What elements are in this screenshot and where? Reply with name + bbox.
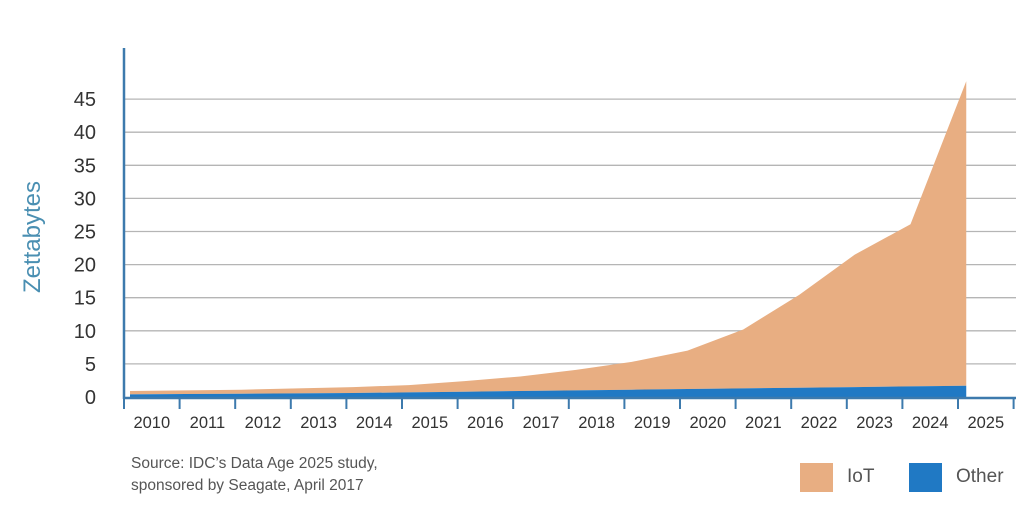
x-tick-2025: 2025 [967, 414, 1004, 432]
area-other [130, 385, 967, 397]
y-tick-15: 15 [74, 288, 96, 310]
x-tick-2011: 2011 [190, 414, 225, 432]
x-tick-2016: 2016 [467, 414, 504, 432]
legend-swatch-iot [800, 462, 833, 492]
source-line-1: Source: IDC’s Data Age 2025 study, [131, 455, 378, 472]
area-iot [130, 81, 967, 395]
y-tick-10: 10 [74, 321, 96, 343]
x-tick-2015: 2015 [411, 414, 448, 432]
x-tick-2021: 2021 [745, 414, 782, 432]
x-tick-2017: 2017 [523, 414, 560, 432]
x-tick-2023: 2023 [856, 414, 893, 432]
y-tick-40: 40 [74, 122, 96, 144]
x-tick-2018: 2018 [578, 414, 615, 432]
y-tick-labels: 0 5 10 15 20 25 30 35 40 45 [74, 89, 96, 409]
source-note: Source: IDC’s Data Age 2025 study, spons… [131, 453, 378, 497]
x-tick-2010: 2010 [133, 414, 170, 432]
x-tick-2012: 2012 [245, 414, 282, 432]
y-tick-30: 30 [74, 188, 96, 210]
y-tick-20: 20 [74, 255, 96, 277]
legend-item-iot: IoT [800, 462, 874, 492]
x-tick-labels: 2010 2011 2012 2013 2014 2015 2016 2017 2018 2019… [123, 397, 1015, 432]
source-line-2: sponsored by Seagate, April 2017 [131, 477, 364, 494]
axes [122, 48, 1016, 400]
x-tick-2013: 2013 [300, 414, 337, 432]
x-tick-2024: 2024 [912, 414, 949, 432]
legend-label-other: Other [956, 466, 1004, 487]
y-tick-5: 5 [85, 354, 96, 376]
gridlines [124, 98, 1016, 365]
x-tick-2019: 2019 [634, 414, 671, 432]
y-tick-35: 35 [74, 155, 96, 177]
x-tick-2014: 2014 [356, 414, 393, 432]
y-axis-label: Zettabytes [19, 181, 46, 293]
x-tick-2020: 2020 [689, 414, 726, 432]
legend-item-other: Other [909, 462, 1004, 492]
legend-swatch-other [909, 462, 942, 492]
y-tick-45: 45 [74, 89, 96, 111]
x-tick-2022: 2022 [801, 414, 838, 432]
area-series [130, 81, 967, 397]
legend-label-iot: IoT [847, 466, 875, 487]
y-tick-0: 0 [85, 387, 96, 409]
y-tick-25: 25 [74, 222, 96, 244]
